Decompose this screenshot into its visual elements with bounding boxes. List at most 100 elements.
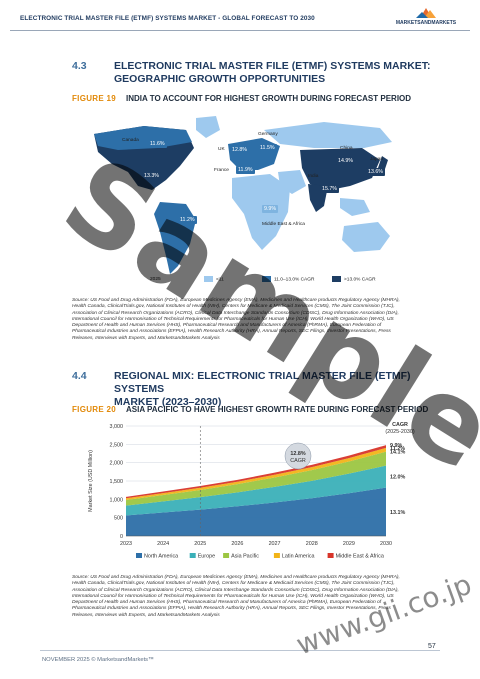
y-axis-label: Market Size (USD Million) <box>88 450 94 512</box>
cagr-label: 13.1% <box>390 510 405 516</box>
legend-swatch-high <box>332 276 341 282</box>
cagr-header-years: (2025-2030) <box>385 429 415 435</box>
region-value-canada: 11.6% <box>148 140 167 148</box>
region-name-japan: Japan <box>370 157 384 162</box>
y-tick-label: 2,500 <box>110 442 124 448</box>
russia-shape <box>264 122 392 148</box>
cagr-label: 9.9% <box>390 443 402 449</box>
region-value-uk: 12.8% <box>230 146 250 154</box>
legend-label: Asia Pacific <box>231 554 259 560</box>
section-title-2: REGIONAL MIX: ELECTRONIC TRIAL MASTER FI… <box>114 370 444 409</box>
figure20-label: FIGURE 20 <box>72 405 117 414</box>
region-name-uk: UK <box>218 147 225 152</box>
legend-swatch <box>327 553 334 558</box>
legend-label: Latin America <box>282 554 315 560</box>
legend-item-low: <11 <box>204 276 224 282</box>
x-tick-label: 2023 <box>120 541 132 547</box>
legend-label: Europe <box>198 554 215 560</box>
section-title-line2: GEOGRAPHIC GROWTH OPPORTUNITIES <box>114 73 326 85</box>
x-tick-label: 2029 <box>343 541 355 547</box>
section-title-line1: ELECTRONIC TRIAL MASTER FILE (ETMF) SYST… <box>114 60 431 72</box>
cagr-bubble-label: CAGR <box>290 458 306 464</box>
x-tick-label: 2027 <box>269 541 281 547</box>
cagr-label: 12.0% <box>390 475 405 481</box>
region-value-india: 15.7% <box>320 185 340 193</box>
brand-logo: MARKETSANDMARKETS <box>386 6 466 28</box>
region-value-france: 11.9% <box>236 166 255 174</box>
canada-shape <box>94 126 192 150</box>
report-title: ELECTRONIC TRIAL MASTER FILE (ETMF) SYST… <box>20 15 315 22</box>
logo-text: MARKETSANDMARKETS <box>395 20 457 26</box>
region-value-mea: 9.9% <box>262 205 279 213</box>
area-north-america <box>126 487 386 536</box>
map-legend: 2025 <11 11.0–13.0% CAGR >13.0% CAGR <box>150 276 410 286</box>
figure19-title: INDIA TO ACCOUNT FOR HIGHEST GROWTH DURI… <box>126 94 412 103</box>
figure19-source: Source: US Food and Drug Administration … <box>72 298 400 341</box>
se-asia-shape <box>340 198 370 216</box>
page-number: 57 <box>428 643 436 650</box>
region-value-germany: 11.5% <box>258 144 277 152</box>
cagr-label: 11.2% <box>390 446 405 452</box>
legend-label-mid: 11.0–13.0% CAGR <box>274 277 315 283</box>
x-tick-label: 2025 <box>194 541 206 547</box>
legend-label: North America <box>144 554 178 560</box>
section-number: 4.3 <box>72 60 87 72</box>
area-latin-america <box>126 447 386 501</box>
figure19-label: FIGURE 19 <box>72 94 117 103</box>
cagr-header: CAGR <box>392 422 408 428</box>
figure20-source: Source: US Food and Drug Administration … <box>72 575 400 618</box>
legend-swatch <box>223 553 230 558</box>
area-europe <box>126 465 386 516</box>
area-asia-pacific <box>126 451 386 506</box>
region-value-japan: 13.6% <box>366 168 386 176</box>
section2-title-line2: MARKET (2023–2030) <box>114 396 222 408</box>
greenland-shape <box>196 116 220 138</box>
region-value-south-america: 11.2% <box>178 216 197 224</box>
australia-shape <box>342 222 390 252</box>
legend-year: 2025 <box>150 277 161 282</box>
chart-svg: 0 500 1,000 1,500 2,000 2,500 3,000 Market Size… <box>88 422 415 560</box>
y-tick-label: 1,500 <box>110 479 124 485</box>
region-name-canada: Canada <box>122 138 139 143</box>
y-tick-label: 2,000 <box>110 461 124 467</box>
legend-label-high: >13.0% CAGR <box>344 277 376 283</box>
legend-item-high: >13.0% CAGR <box>332 276 376 282</box>
figure20-title: ASIA PACIFIC TO HAVE HIGHEST GROWTH RATE… <box>126 405 429 414</box>
legend-label-low: <11 <box>216 277 224 283</box>
header-bar <box>10 8 470 31</box>
y-tick-label: 0 <box>120 534 123 540</box>
x-tick-label: 2030 <box>380 541 392 547</box>
x-tick-label: 2026 <box>231 541 243 547</box>
y-tick-label: 3,000 <box>110 424 124 430</box>
region-name-mea: Middle East & Africa <box>262 222 305 227</box>
legend-item-mid: 11.0–13.0% CAGR <box>262 276 314 282</box>
legend-swatch <box>273 553 280 558</box>
legend-swatch <box>189 553 196 558</box>
x-tick-label: 2024 <box>157 541 169 547</box>
region-name-india: India <box>308 174 319 179</box>
y-tick-label: 1,000 <box>110 497 124 503</box>
region-name-germany: Germany <box>258 132 278 137</box>
footer-copyright: NOVEMBER 2025 © MarketsandMarkets™ <box>42 657 154 663</box>
stacked-area-chart: 0 500 1,000 1,500 2,000 2,500 3,000 Market Size… <box>80 418 420 564</box>
region-value-china: 14.9% <box>336 157 356 165</box>
footer-rule <box>40 650 440 651</box>
cagr-label: 14.1% <box>390 450 405 456</box>
cagr-bubble-value: 12.8% <box>290 451 305 457</box>
section-title: ELECTRONIC TRIAL MASTER FILE (ETMF) SYST… <box>114 60 444 86</box>
logo-mark-icon <box>416 8 436 18</box>
section2-title-line1: REGIONAL MIX: ELECTRONIC TRIAL MASTER FI… <box>114 370 411 395</box>
legend-swatch-low <box>204 276 213 282</box>
legend-label: Middle East & Africa <box>336 554 384 560</box>
asia-shape <box>300 148 380 190</box>
middle-east-shape <box>278 170 306 194</box>
y-tick-label: 500 <box>114 516 123 522</box>
x-tick-label: 2028 <box>306 541 318 547</box>
legend-swatch <box>136 553 142 558</box>
region-name-china: China <box>340 146 353 151</box>
region-name-france: France <box>214 168 229 173</box>
legend-swatch-mid <box>262 276 271 282</box>
region-value-us: 13.3% <box>142 172 162 180</box>
cagr-bubble <box>284 442 312 470</box>
section-number-2: 4.4 <box>72 370 87 382</box>
